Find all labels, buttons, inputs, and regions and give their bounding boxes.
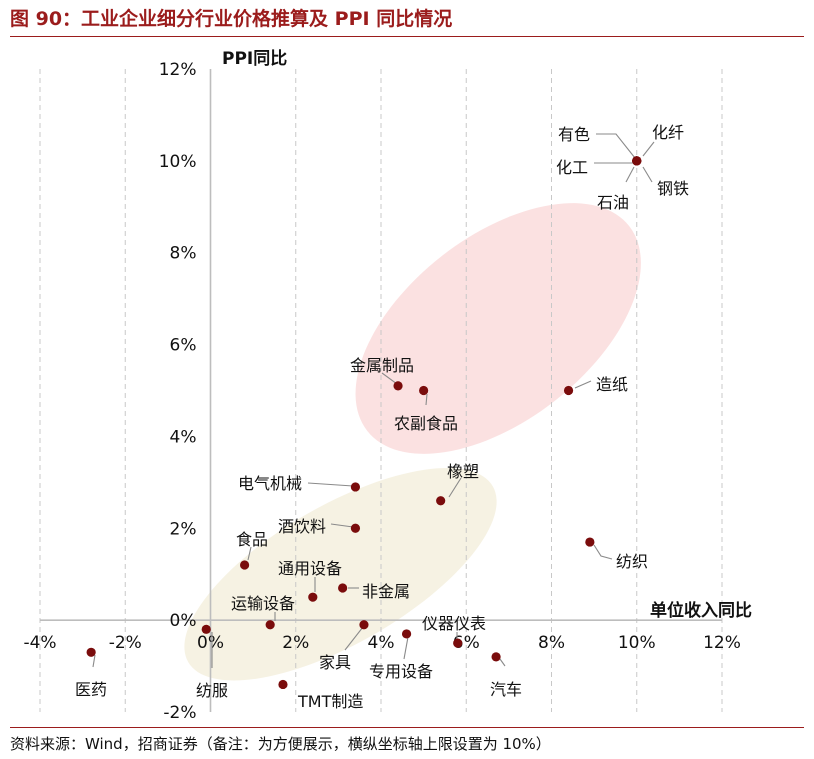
leader-line bbox=[642, 141, 655, 157]
data-point bbox=[350, 523, 361, 533]
y-tick-label: 12% bbox=[159, 60, 197, 80]
leader-line bbox=[574, 380, 592, 389]
point-layer bbox=[86, 156, 642, 690]
y-tick-label: -2% bbox=[163, 703, 196, 723]
point-label: 化工 bbox=[556, 158, 588, 177]
data-point bbox=[491, 652, 501, 662]
data-point bbox=[453, 638, 463, 648]
point-label: 仪器仪表 bbox=[422, 614, 486, 633]
tick-layer: -2% 0% 2% 4% 6% 8% 10% 12% -4% -2% 0% 2% 4% 6% 8% 10% 12… bbox=[23, 60, 740, 723]
y-axis-title: PPI同比 bbox=[222, 48, 287, 69]
data-point bbox=[338, 583, 348, 593]
data-point bbox=[240, 560, 250, 570]
leader-line bbox=[247, 546, 252, 561]
data-point bbox=[419, 385, 429, 396]
x-tick-label: -2% bbox=[109, 633, 142, 653]
leader-line bbox=[92, 654, 96, 668]
data-point bbox=[436, 496, 446, 506]
leader-layer bbox=[92, 133, 655, 668]
x-tick-label: 0% bbox=[197, 633, 224, 653]
point-label: 非金属 bbox=[362, 582, 410, 601]
leader-line bbox=[625, 166, 635, 183]
x-tick-label: -4% bbox=[23, 633, 56, 653]
data-point bbox=[86, 647, 96, 657]
point-label: TMT制造 bbox=[297, 692, 363, 711]
point-label: 橡塑 bbox=[447, 462, 479, 481]
leader-line bbox=[330, 523, 354, 528]
y-tick-label: 6% bbox=[170, 336, 197, 356]
point-label: 有色 bbox=[558, 125, 590, 144]
data-point bbox=[265, 620, 275, 630]
y-tick-label: 10% bbox=[159, 152, 197, 172]
leader-line bbox=[499, 658, 506, 667]
leader-line bbox=[593, 544, 613, 560]
x-axis-title: 单位收入同比 bbox=[650, 600, 752, 621]
point-label: 汽车 bbox=[490, 680, 522, 699]
data-point bbox=[308, 592, 318, 602]
point-label: 酒饮料 bbox=[278, 517, 326, 536]
point-label: 农副食品 bbox=[394, 414, 458, 433]
data-point bbox=[278, 679, 288, 690]
point-label: 食品 bbox=[236, 530, 268, 549]
y-tick-label: 0% bbox=[170, 611, 197, 631]
source-divider bbox=[10, 727, 804, 728]
x-tick-label: 10% bbox=[618, 633, 656, 653]
leader-line bbox=[403, 636, 409, 660]
x-tick-label: 8% bbox=[538, 633, 565, 653]
point-label: 造纸 bbox=[596, 375, 628, 394]
data-point bbox=[359, 620, 369, 630]
point-label: 化纤 bbox=[652, 123, 684, 142]
y-tick-label: 2% bbox=[170, 519, 197, 539]
data-point bbox=[401, 629, 412, 639]
leader-line bbox=[307, 482, 354, 487]
leader-line bbox=[344, 626, 364, 651]
x-tick-label: 12% bbox=[703, 633, 741, 653]
leader-line bbox=[425, 393, 428, 406]
point-label: 通用设备 bbox=[278, 559, 342, 578]
point-label: 电气机械 bbox=[238, 474, 302, 493]
point-label: 纺织 bbox=[616, 552, 648, 571]
point-label: 专用设备 bbox=[369, 662, 433, 681]
axis-layer bbox=[40, 69, 722, 712]
cluster-ellipse-1 bbox=[355, 203, 641, 454]
leader-line bbox=[381, 372, 398, 385]
data-point bbox=[585, 537, 595, 547]
leader-line bbox=[642, 166, 653, 183]
data-point bbox=[632, 156, 642, 166]
figure-title: 图 90：工业企业细分行业价格推算及 PPI 同比情况 bbox=[10, 8, 453, 30]
cluster-layer bbox=[184, 203, 641, 681]
point-label: 医药 bbox=[75, 680, 107, 699]
point-label: 纺服 bbox=[196, 681, 228, 700]
x-tick-label: 4% bbox=[368, 633, 395, 653]
point-label: 金属制品 bbox=[350, 356, 414, 375]
leader-line bbox=[596, 133, 636, 159]
title-divider bbox=[10, 36, 804, 37]
point-label: 家具 bbox=[319, 653, 351, 672]
data-point bbox=[350, 482, 361, 492]
point-label: 钢铁 bbox=[657, 179, 689, 198]
grid-layer bbox=[39, 69, 723, 712]
data-point bbox=[563, 385, 574, 396]
source-note: 资料来源：Wind，招商证券（备注：为方便展示，横纵坐标轴上限设置为 10%） bbox=[10, 735, 551, 753]
leader-line bbox=[448, 477, 462, 498]
point-label: 石油 bbox=[597, 193, 629, 212]
data-point bbox=[201, 624, 211, 634]
y-tick-label: 4% bbox=[170, 427, 197, 447]
x-tick-label: 2% bbox=[282, 633, 309, 653]
data-point bbox=[393, 381, 403, 391]
x-tick-label: 6% bbox=[453, 633, 480, 653]
y-tick-label: 8% bbox=[170, 244, 197, 264]
point-label: 运输设备 bbox=[231, 594, 295, 613]
cluster-ellipse-2 bbox=[184, 467, 497, 681]
